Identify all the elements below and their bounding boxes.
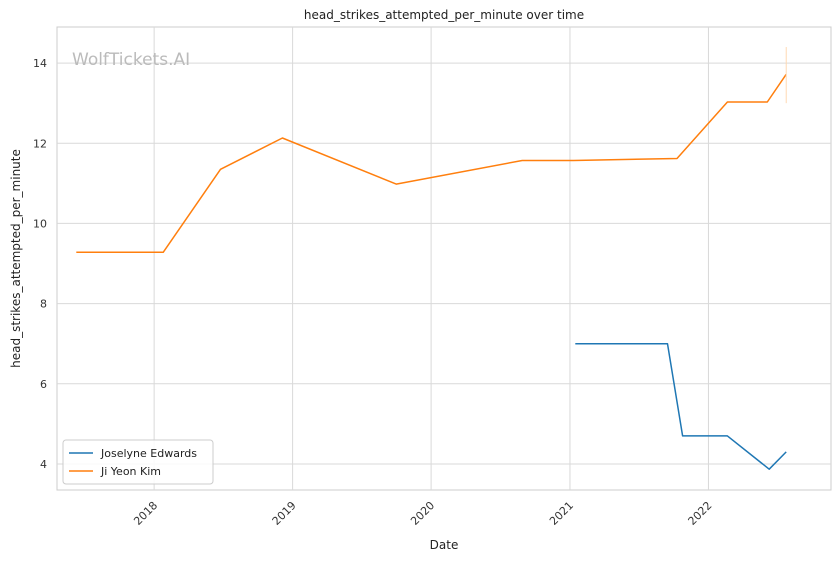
legend-label-2: Ji Yeon Kim — [100, 465, 161, 478]
chart-title: head_strikes_attempted_per_minute over t… — [304, 8, 584, 22]
y-tick-label: 8 — [40, 298, 47, 311]
legend: Joselyne Edwards Ji Yeon Kim — [62, 439, 214, 485]
x-axis-label: Date — [430, 538, 459, 552]
x-tick-label: 2022 — [686, 499, 715, 528]
grid-lines — [57, 27, 831, 490]
y-tick-label: 14 — [33, 57, 47, 70]
x-tick-label: 2018 — [131, 499, 160, 528]
watermark-text: WolfTickets.AI — [72, 50, 190, 70]
series-line-1 — [575, 342, 787, 470]
legend-label-1: Joselyne Edwards — [100, 447, 197, 460]
y-tick-label: 12 — [33, 137, 47, 150]
y-axis-label: head_strikes_attempted_per_minute — [9, 149, 23, 368]
legend-box — [62, 439, 214, 485]
series-line-2 — [76, 73, 787, 254]
x-tick-label: 2021 — [547, 499, 576, 528]
plot-area — [56, 26, 832, 491]
x-tick-label: 2020 — [408, 499, 437, 528]
y-tick-label: 4 — [40, 458, 47, 471]
y-tick-label: 10 — [33, 217, 47, 230]
series-lines — [76, 47, 787, 470]
y-tick-label: 6 — [40, 378, 47, 391]
x-tick-label: 2019 — [270, 499, 299, 528]
